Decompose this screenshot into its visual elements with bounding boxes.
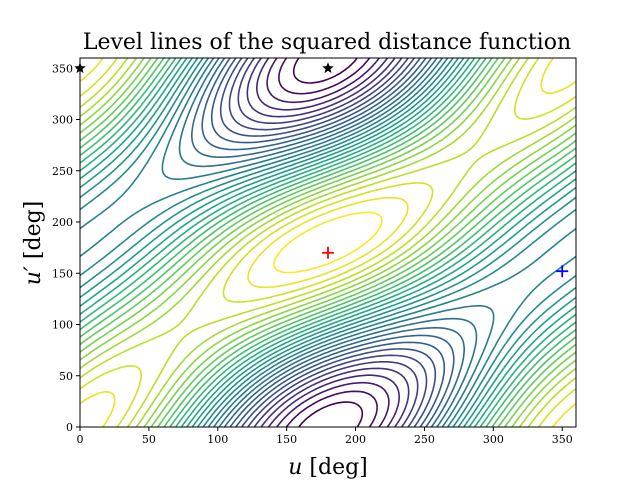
contour-level [191, 58, 465, 427]
x-tick-label: 250 [414, 433, 435, 446]
contour-level [80, 58, 576, 427]
contour-level [80, 58, 576, 427]
y-axis-label: u′ [deg] [21, 201, 46, 286]
y-tick-label: 350 [52, 62, 73, 75]
contour-level [80, 58, 576, 427]
contour-level [273, 211, 383, 274]
maximum-marker [74, 62, 86, 74]
contour-level [80, 58, 576, 427]
x-tick-label: 150 [276, 433, 297, 446]
y-axis-ticks: 0 50 100 150 200 250 300 350 [52, 62, 80, 434]
x-tick-label: 200 [345, 433, 366, 446]
contour-level [201, 58, 455, 427]
contour-level [80, 58, 576, 427]
y-tick-label: 50 [59, 370, 73, 383]
contour-level [266, 58, 390, 427]
plot-frame [79, 57, 577, 428]
x-tick-label: 50 [142, 433, 156, 446]
x-tick-label: 100 [207, 433, 228, 446]
y-tick-label: 300 [52, 114, 73, 127]
contour-level [80, 58, 576, 427]
contour-level [256, 58, 400, 427]
contour-level [161, 58, 495, 427]
contour-level [278, 58, 378, 427]
y-tick-label: 100 [52, 319, 73, 332]
y-tick-label: 150 [52, 267, 73, 280]
contour-level [80, 58, 576, 427]
chart-title: Level lines of the squared distance func… [83, 30, 571, 55]
contour-level [80, 58, 576, 427]
y-tick-label: 0 [66, 421, 73, 434]
contour-level [228, 58, 428, 427]
contour-lines [80, 58, 576, 427]
x-tick-label: 300 [483, 433, 504, 446]
contour-level [80, 58, 576, 427]
saddle-marker [556, 265, 569, 278]
markers [74, 62, 569, 278]
contour-level [80, 58, 576, 427]
x-axis-ticks: 0 50 100 150 200 250 300 350 [77, 427, 573, 446]
y-tick-label: 200 [52, 216, 73, 229]
minimum-marker [322, 246, 334, 259]
contour-level [80, 58, 576, 427]
maximum-marker [322, 62, 334, 74]
x-tick-label: 0 [77, 433, 84, 446]
contour-level [178, 58, 478, 427]
x-axis-label: u [deg] [288, 455, 368, 480]
contour-level [210, 58, 446, 427]
contour-level [80, 58, 576, 427]
contour-level [237, 58, 419, 427]
contour-level [292, 58, 364, 427]
y-tick-label: 250 [52, 165, 73, 178]
contour-level [80, 58, 576, 427]
x-tick-label: 350 [552, 433, 573, 446]
